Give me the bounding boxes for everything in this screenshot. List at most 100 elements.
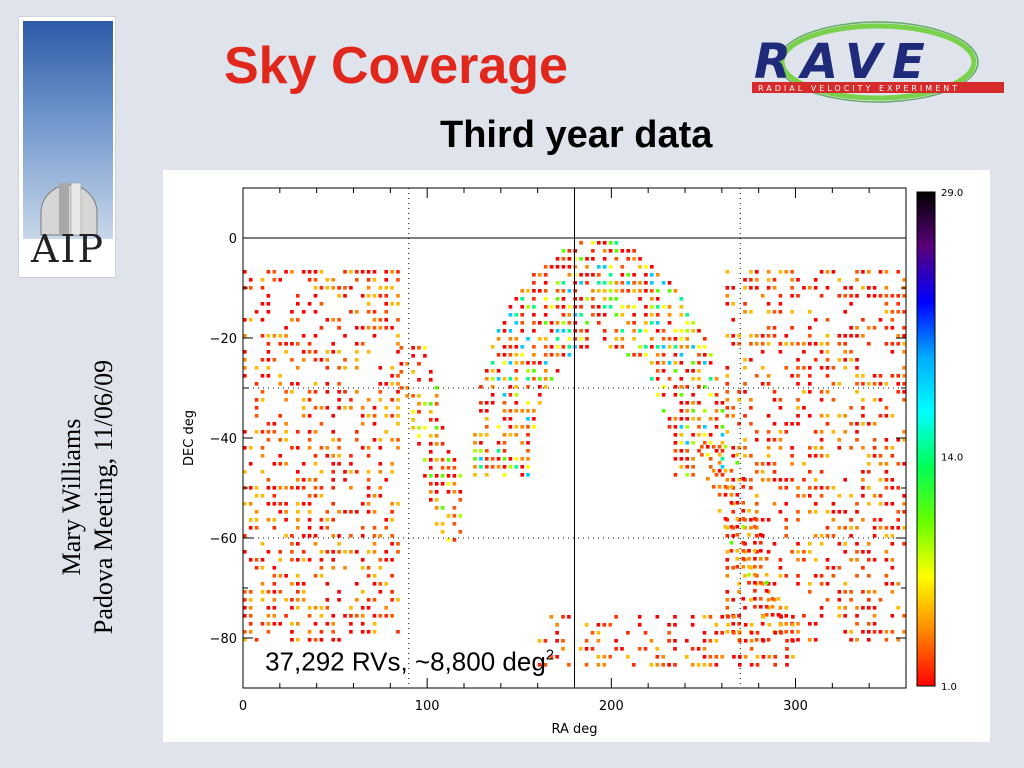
coverage-cell bbox=[896, 438, 900, 442]
coverage-cell bbox=[337, 534, 341, 538]
coverage-cell bbox=[260, 446, 265, 450]
coverage-cell bbox=[434, 482, 439, 486]
coverage-cell bbox=[591, 305, 595, 309]
coverage-cell bbox=[861, 470, 865, 474]
coverage-cell bbox=[714, 639, 719, 643]
coverage-cell bbox=[796, 542, 800, 546]
coverage-cell bbox=[729, 549, 734, 553]
coverage-cell bbox=[760, 342, 765, 346]
coverage-cell bbox=[655, 647, 660, 651]
coverage-cell bbox=[878, 294, 883, 298]
coverage-cell bbox=[878, 462, 883, 466]
coverage-cell bbox=[543, 377, 548, 381]
coverage-cell bbox=[737, 614, 741, 618]
coverage-cell bbox=[490, 377, 495, 381]
coverage-cell bbox=[372, 494, 377, 498]
coverage-cell bbox=[849, 302, 853, 306]
coverage-cell bbox=[626, 281, 630, 285]
coverage-cell bbox=[331, 430, 335, 434]
coverage-cell bbox=[396, 350, 400, 354]
coverage-cell bbox=[760, 534, 765, 538]
coverage-cell bbox=[307, 270, 312, 274]
coverage-cell bbox=[714, 417, 719, 421]
coverage-cell bbox=[319, 358, 324, 362]
coverage-cell bbox=[490, 401, 495, 405]
coverage-cell bbox=[685, 449, 689, 453]
coverage-cell bbox=[667, 281, 672, 285]
coverage-cell bbox=[343, 550, 347, 554]
coverage-cell bbox=[743, 623, 748, 627]
coverage-cell bbox=[720, 465, 725, 469]
coverage-cell bbox=[649, 639, 654, 643]
coverage-cell bbox=[429, 378, 433, 382]
coverage-cell bbox=[485, 409, 489, 413]
coverage-cell bbox=[890, 414, 895, 418]
coverage-cell bbox=[405, 386, 409, 390]
coverage-cell bbox=[691, 393, 695, 397]
coverage-cell bbox=[520, 313, 524, 317]
coverage-cell bbox=[685, 345, 689, 349]
coverage-cell bbox=[411, 370, 415, 374]
coverage-cell bbox=[307, 534, 312, 538]
coverage-cell bbox=[697, 345, 701, 349]
coverage-cell bbox=[396, 414, 400, 418]
author-name: Mary Williams bbox=[57, 418, 86, 576]
coverage-cell bbox=[248, 446, 253, 450]
coverage-cell bbox=[702, 655, 707, 659]
coverage-cell bbox=[396, 446, 400, 450]
coverage-cell bbox=[884, 310, 889, 314]
coverage-cell bbox=[434, 386, 439, 390]
coverage-cell bbox=[278, 486, 282, 490]
coverage-cell bbox=[872, 494, 877, 498]
coverage-cell bbox=[685, 425, 689, 429]
coverage-cell bbox=[284, 430, 288, 434]
coverage-cell bbox=[731, 414, 735, 418]
coverage-cell bbox=[307, 302, 312, 306]
coverage-cell bbox=[884, 342, 889, 346]
coverage-cell bbox=[691, 369, 695, 373]
coverage-cell bbox=[578, 647, 583, 651]
coverage-cell bbox=[561, 281, 566, 285]
coverage-cell bbox=[849, 598, 853, 602]
coverage-cell bbox=[843, 430, 847, 434]
coverage-cell bbox=[307, 630, 312, 634]
coverage-cell bbox=[284, 438, 288, 442]
coverage-cell bbox=[313, 334, 318, 338]
coverage-cell bbox=[784, 430, 788, 434]
coverage-cell bbox=[755, 510, 759, 514]
coverage-cell bbox=[514, 297, 519, 301]
coverage-cell bbox=[526, 417, 530, 421]
coverage-cell bbox=[417, 378, 421, 382]
coverage-cell bbox=[650, 265, 654, 269]
coverage-cell bbox=[319, 574, 324, 578]
coverage-cell bbox=[384, 302, 388, 306]
coverage-cell bbox=[703, 385, 707, 389]
coverage-cell bbox=[396, 502, 400, 506]
coverage-cell bbox=[861, 566, 865, 570]
coverage-cell bbox=[776, 613, 781, 617]
coverage-cell bbox=[313, 390, 318, 394]
coverage-cell bbox=[855, 430, 859, 434]
coverage-cell bbox=[296, 502, 300, 506]
coverage-cell bbox=[243, 470, 247, 474]
coverage-cell bbox=[446, 538, 451, 542]
coverage-cell bbox=[691, 433, 695, 437]
coverage-cell bbox=[741, 525, 745, 529]
coverage-cell bbox=[661, 663, 665, 667]
coverage-cell bbox=[791, 623, 795, 627]
coverage-cell bbox=[485, 465, 489, 469]
coverage-cell bbox=[260, 598, 265, 602]
coverage-cell bbox=[596, 663, 601, 667]
coverage-cell bbox=[673, 289, 678, 293]
coverage-cell bbox=[543, 273, 548, 277]
coverage-cell bbox=[902, 342, 906, 346]
coverage-cell bbox=[301, 334, 306, 338]
coverage-cell bbox=[729, 541, 734, 545]
coverage-cell bbox=[396, 374, 400, 378]
coverage-cell bbox=[366, 502, 371, 506]
coverage-cell bbox=[796, 294, 800, 298]
coverage-cell bbox=[737, 446, 741, 450]
coverage-cell bbox=[355, 510, 359, 514]
coverage-cell bbox=[755, 438, 759, 442]
coverage-cell bbox=[725, 606, 730, 610]
